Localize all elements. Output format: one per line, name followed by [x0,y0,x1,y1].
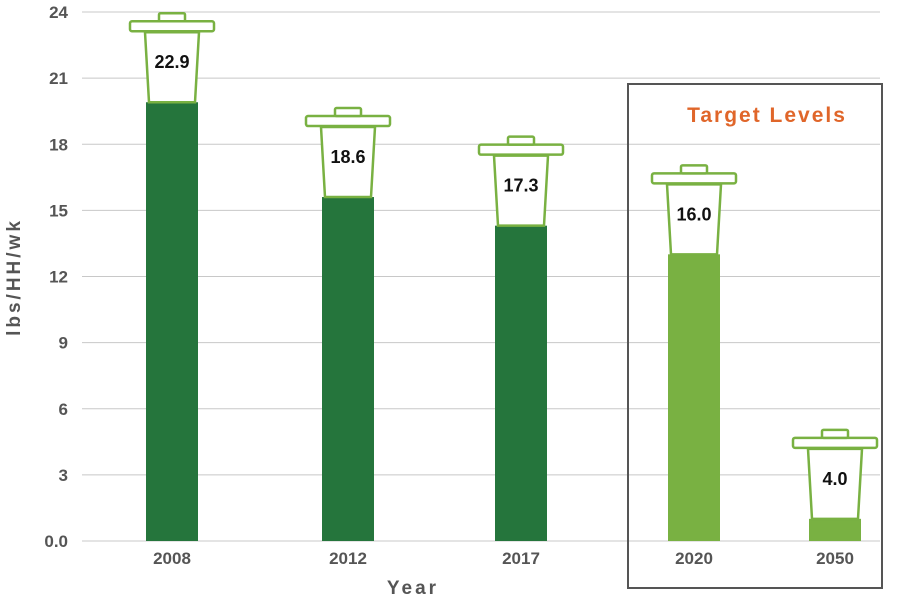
y-tick-label: 0.0 [44,532,68,551]
y-tick-label: 6 [59,400,68,419]
bar [668,254,720,542]
gridlines [82,11,880,542]
data-label: 22.9 [154,52,189,72]
data-label: 16.0 [676,204,711,224]
can-lid [304,114,392,128]
x-tick-label: 2017 [502,549,540,568]
y-tick-label: 18 [49,135,68,154]
can-lid [477,143,565,156]
bar [809,518,861,541]
trash-can-icon [650,164,738,256]
y-tick-label: 24 [49,3,68,22]
trash-can-icon [304,106,392,199]
bar [495,225,547,541]
target-levels-label: Target Levels [687,104,847,127]
x-axis-ticks: 2008 2012 2017 2020 2050 [153,549,854,568]
trash-cans: 22.9 18.6 17.3 16.0 4.0 [128,11,879,521]
x-tick-label: 2050 [816,549,854,568]
bar [322,197,374,541]
data-label: 17.3 [503,176,538,196]
y-tick-label: 21 [49,69,68,88]
can-handle [820,428,850,440]
bar [146,102,198,541]
y-tick-label: 3 [59,466,68,485]
y-axis-title: lbs/HH/wk [4,218,25,336]
y-axis-ticks: 0.0 3 6 9 12 15 18 21 24 [44,3,68,551]
trash-can-icon [128,11,216,104]
target-levels-box [627,83,883,589]
y-tick-label: 9 [59,334,68,353]
data-label: 18.6 [330,147,365,167]
y-tick-label: 12 [49,268,68,287]
trash-can-icon [477,135,565,227]
data-label: 4.0 [822,469,847,489]
can-handle [333,106,363,118]
can-lid [128,19,216,33]
can-lid [650,172,738,185]
x-axis-title: Year [387,578,439,599]
can-handle [157,11,187,23]
trash-can-icon [791,428,879,521]
can-handle [679,164,709,175]
x-tick-label: 2012 [329,549,367,568]
x-tick-label: 2020 [675,549,713,568]
can-handle [506,135,536,146]
bars [146,102,861,542]
y-tick-label: 15 [49,201,68,220]
can-lid [791,436,879,450]
x-tick-label: 2008 [153,549,191,568]
